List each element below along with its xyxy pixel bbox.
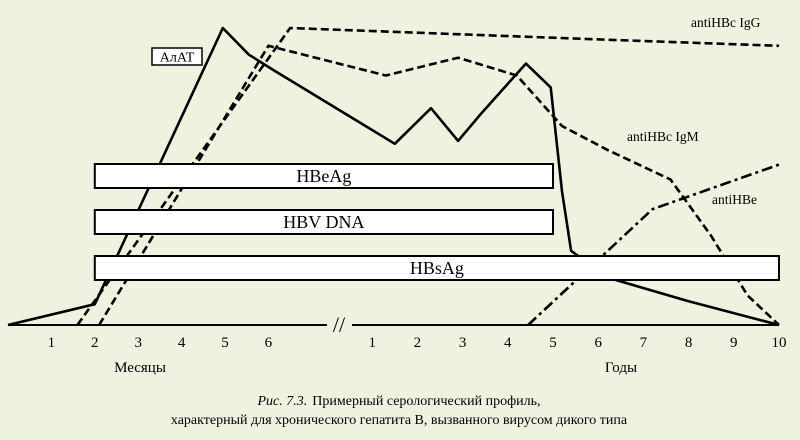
band-label-hbv-dna: HBV DNA [283,212,364,232]
band-bar-hbv-dna [93,209,555,235]
antihbe-label: antiHBe [712,192,757,207]
x-tick-label-month-3: 3 [134,335,142,351]
x-tick-label-year-6: 6 [594,335,602,351]
caption-line-2: характерный для хронического гепатита В,… [171,413,628,428]
caption-title: Примерный серологический профиль, [312,394,540,409]
band-hbeag: HBeAg [93,163,555,189]
x-axis-unit-years: Годы [605,360,637,376]
band-bar-hbeag [93,163,555,189]
caption-line-1: Рис. 7.3. Примерный серологический профил… [257,394,541,409]
x-tick-label-year-8: 8 [685,335,693,351]
x-tick-label-year-3: 3 [459,335,467,351]
alat-label: АлАТ [160,51,195,66]
x-tick-label-month-5: 5 [221,335,229,351]
bands-layer: HBeAg HBV DNA HBsAg [93,163,781,281]
band-label-hbeag: HBeAg [296,166,351,186]
x-tick-label-year-2: 2 [414,335,422,351]
band-bar-hbsag [93,255,781,281]
x-tick-label-month-6: 6 [265,335,273,351]
x-tick-label-year-1: 1 [368,335,376,351]
x-tick-labels: 1 2 3 4 5 6 1 2 3 4 5 6 7 8 9 10 [48,335,787,351]
x-tick-label-month-2: 2 [91,335,99,351]
band-label-hbsag: HBsAg [410,258,464,278]
antihbc-igm-label: antiHBc IgM [627,129,699,144]
band-hbsag: HBsAg [93,255,781,281]
x-tick-label-year-4: 4 [504,335,512,351]
x-tick-label-month-1: 1 [48,335,56,351]
alat-label-box: АлАТ [151,47,203,66]
antihbc-igg-label: antiHBc IgG [691,15,761,30]
caption-figure-label: Рис. 7.3. [257,394,308,409]
x-tick-label-year-10: 10 [772,335,787,351]
x-axis-unit-months: Месяцы [114,360,166,376]
x-tick-label-year-5: 5 [549,335,557,351]
axis-break-marker: // [333,312,346,337]
x-tick-label-year-9: 9 [730,335,738,351]
series-line-antihbe [527,163,780,326]
x-tick-label-month-4: 4 [178,335,186,351]
x-tick-label-year-7: 7 [640,335,648,351]
band-hbv-dna: HBV DNA [93,209,555,235]
